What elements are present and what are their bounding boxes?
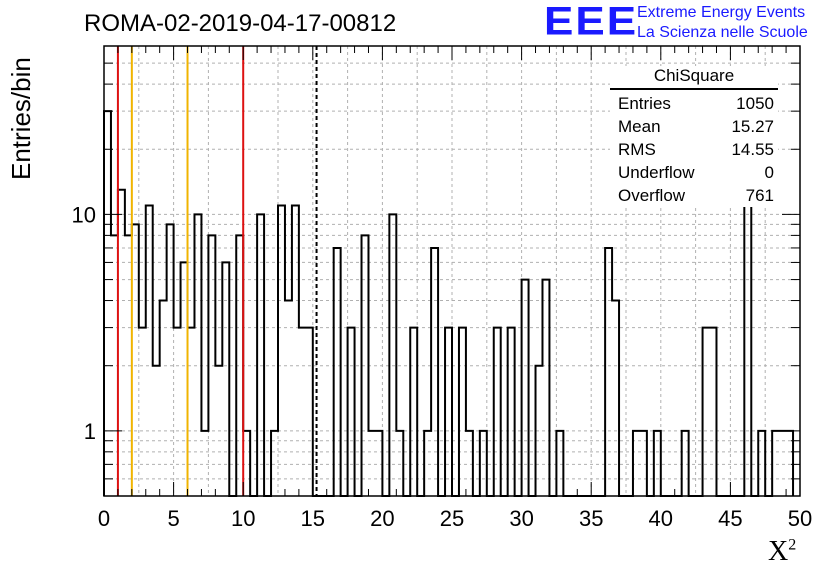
- x-tick-label: 50: [788, 506, 812, 531]
- logo-line-2: La Scienza nelle Scuole: [637, 24, 808, 41]
- y-axis-label: Entries/bin: [6, 57, 36, 180]
- histogram-line: [103, 110, 795, 497]
- eee-logo: EEE: [544, 0, 639, 44]
- logo-line-1: Extreme Energy Events: [637, 4, 806, 21]
- x-tick-label: 10: [231, 506, 255, 531]
- x-tick-label: 0: [98, 506, 110, 531]
- x-tick-label: 30: [509, 506, 533, 531]
- stats-box: ChiSquare Entries 1050 Mean 15.27 RMS 14.55…: [610, 66, 778, 207]
- stats-row-overflow: Overflow 761: [618, 186, 774, 205]
- stats-row-mean: Mean 15.27: [618, 117, 774, 136]
- x-tick-label: 20: [370, 506, 394, 531]
- x-tick-label: 40: [649, 506, 673, 531]
- x-axis-label: X2: [768, 536, 797, 567]
- stats-row-entries: Entries 1050: [618, 94, 774, 113]
- stats-row-rms: RMS 14.55: [618, 140, 774, 159]
- y-tick-label: 1: [84, 419, 96, 444]
- x-tick-label: 45: [718, 506, 742, 531]
- x-tick-label: 5: [167, 506, 179, 531]
- x-tick-label: 35: [579, 506, 603, 531]
- stats-row-underflow: Underflow 0: [618, 163, 774, 182]
- run-title: ROMA-02-2019-04-17-00812: [84, 10, 397, 37]
- stats-title: ChiSquare: [610, 66, 778, 90]
- x-tick-label: 15: [301, 506, 325, 531]
- y-tick-label: 10: [72, 202, 96, 227]
- x-tick-label: 25: [440, 506, 464, 531]
